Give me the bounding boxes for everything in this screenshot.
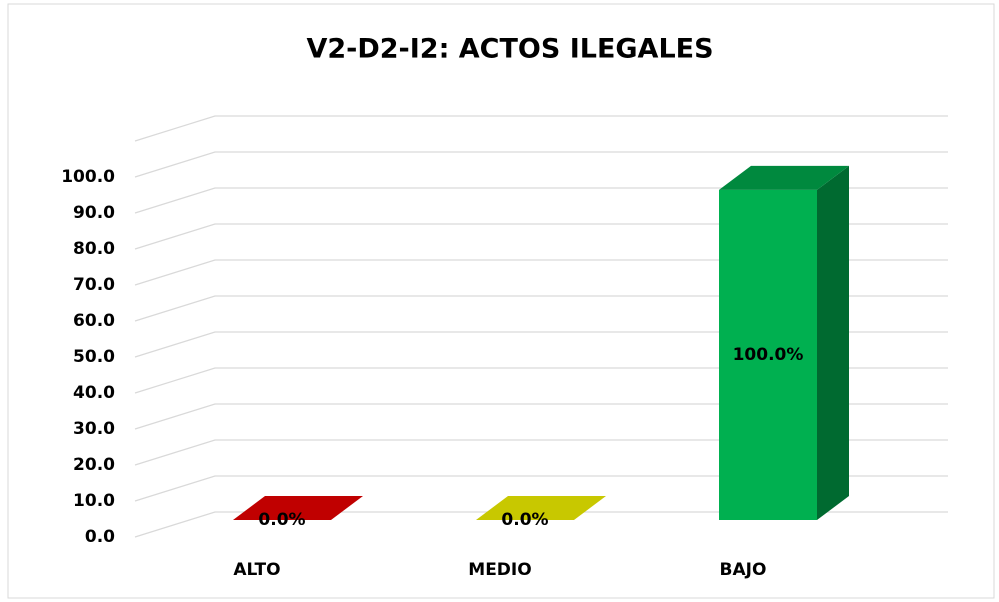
grid-line xyxy=(134,223,948,250)
grid-line xyxy=(134,295,948,322)
bar-top xyxy=(719,165,849,190)
bar-front xyxy=(719,189,817,520)
chart-title: V2-D2-I2: ACTOS ILEGALES xyxy=(306,34,713,65)
value-label: 0.0% xyxy=(501,510,548,530)
y-tick-label: 50.0 xyxy=(73,347,115,367)
bar-side xyxy=(817,165,849,520)
value-label: 0.0% xyxy=(258,510,305,530)
bar-top xyxy=(476,496,606,520)
x-tick-label: ALTO xyxy=(233,560,280,580)
grid-line xyxy=(134,439,948,466)
grid-line xyxy=(134,259,948,286)
y-tick-label: 80.0 xyxy=(73,239,115,259)
y-tick-label: 40.0 xyxy=(73,383,115,403)
y-tick-label: 30.0 xyxy=(73,419,115,439)
grid-line xyxy=(134,187,948,214)
grid-line xyxy=(134,151,948,178)
x-tick-label: BAJO xyxy=(720,560,767,580)
grid-line xyxy=(134,475,948,502)
wall-edge xyxy=(134,115,948,142)
grid-line xyxy=(134,511,948,538)
value-label: 100.0% xyxy=(733,345,804,365)
y-tick-label: 70.0 xyxy=(73,275,115,295)
grid-line xyxy=(134,403,948,430)
y-tick-label: 20.0 xyxy=(73,455,115,475)
y-tick-label: 100.0 xyxy=(61,167,115,187)
y-tick-label: 0.0 xyxy=(85,527,115,547)
bar-top xyxy=(233,496,363,520)
y-tick-label: 90.0 xyxy=(73,203,115,223)
y-tick-label: 60.0 xyxy=(73,311,115,331)
grid-line xyxy=(134,331,948,358)
x-tick-label: MEDIO xyxy=(468,560,531,580)
grid-line xyxy=(134,367,948,394)
y-tick-label: 10.0 xyxy=(73,491,115,511)
